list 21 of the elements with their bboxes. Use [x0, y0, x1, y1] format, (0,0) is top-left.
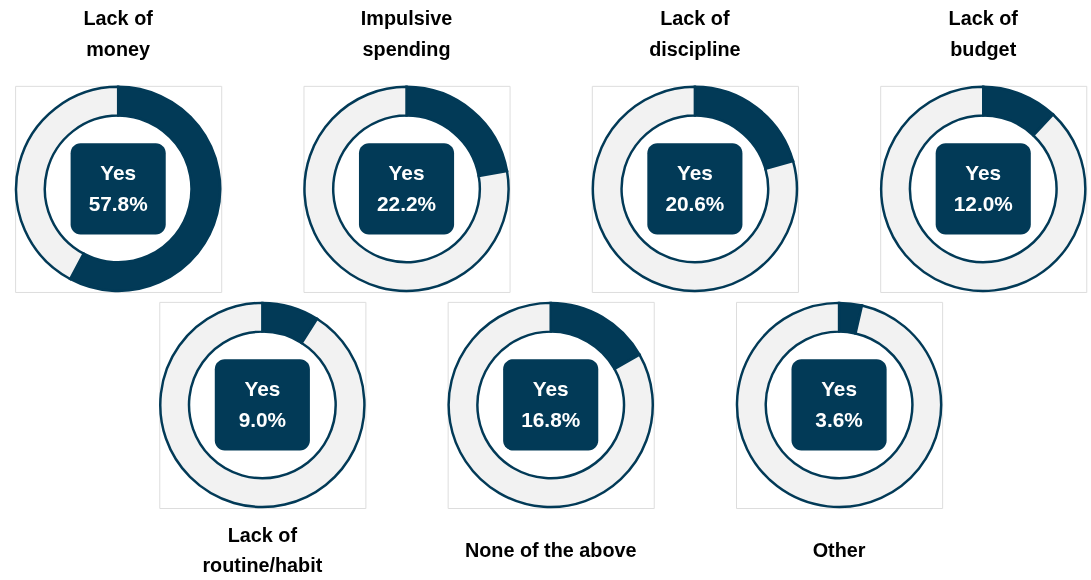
slice-label: Yes [821, 377, 857, 401]
slice-label: Yes [965, 161, 1002, 185]
text: Other [812, 539, 866, 562]
data-label: 57.8% [88, 191, 148, 215]
text: None of the above [464, 539, 637, 562]
data-label: 16.8% [521, 407, 581, 431]
chart-title: Lack of money [83, 7, 154, 61]
slice-label: Yes [244, 377, 281, 401]
data-label: 22.2% [377, 191, 437, 215]
data-label: 12.0% [953, 191, 1013, 215]
data-label: 3.6% [815, 407, 863, 431]
slice-label: Yes [532, 377, 569, 401]
text: Lack of routine/habit [202, 523, 323, 577]
slice-label: Yes [676, 161, 713, 185]
slice-label: Yes [100, 161, 137, 185]
data-label: 20.6% [665, 191, 725, 215]
slice-label: Yes [388, 161, 425, 185]
chart-title: Lack of discipline [649, 7, 741, 61]
data-label: 9.0% [238, 407, 287, 431]
chart-title: Lack of budget [948, 7, 1019, 61]
chart-title: Impulsive spending [360, 7, 453, 61]
